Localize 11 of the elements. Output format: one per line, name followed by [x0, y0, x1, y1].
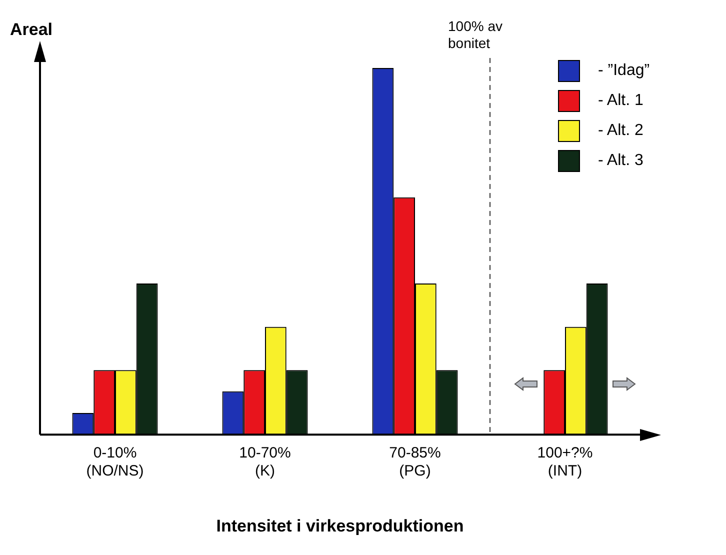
legend-label: - Alt. 3 [598, 152, 644, 170]
x-tick-label: 0-10% (NO/NS) [86, 444, 144, 480]
text: 100% av bonitet [448, 18, 502, 51]
legend-label: - ”Idag” [598, 62, 650, 80]
x-tick-label: 100+?% (INT) [537, 444, 593, 480]
x-tick-label: 70-85% (PG) [389, 444, 441, 480]
legend-label: - Alt. 2 [598, 122, 644, 140]
y-axis-title: Areal [10, 20, 53, 40]
x-axis-title: Intensitet i virkesproduktionen [216, 516, 464, 536]
legend-label: - Alt. 1 [598, 92, 644, 110]
x-tick-label: 10-70% (K) [239, 444, 291, 480]
